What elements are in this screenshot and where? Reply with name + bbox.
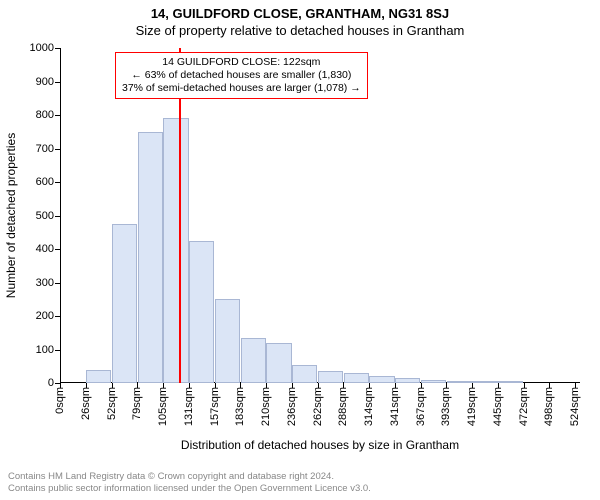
histogram-bar [369, 376, 394, 383]
histogram-bar [138, 132, 163, 383]
x-tick-label: 157sqm [209, 387, 221, 426]
x-tick-label: 236sqm [286, 387, 298, 426]
histogram-bar [395, 378, 420, 383]
x-tick-label: 262sqm [312, 387, 324, 426]
x-tick-label: 52sqm [106, 387, 118, 420]
y-tick [55, 283, 60, 284]
y-tick [55, 115, 60, 116]
x-tick-label: 210sqm [260, 387, 272, 426]
y-tick-label: 500 [36, 210, 54, 222]
histogram-bar [163, 118, 188, 383]
x-tick-label: 393sqm [440, 387, 452, 426]
x-axis-label: Distribution of detached houses by size … [60, 438, 580, 452]
histogram-bar [318, 371, 343, 383]
y-tick [55, 350, 60, 351]
histogram-bar [266, 343, 291, 383]
y-tick [55, 216, 60, 217]
y-tick-label: 400 [36, 243, 54, 255]
annotation-line: 14 GUILDFORD CLOSE: 122sqm [122, 56, 361, 69]
y-tick [55, 48, 60, 49]
footer-licence: Contains HM Land Registry data © Crown c… [8, 471, 371, 495]
y-tick-label: 200 [36, 310, 54, 322]
histogram-bar [421, 380, 446, 383]
histogram-bar [189, 241, 214, 383]
histogram-bar [447, 381, 472, 383]
x-tick-label: 79sqm [131, 387, 143, 420]
x-tick-label: 341sqm [389, 387, 401, 426]
y-tick [55, 249, 60, 250]
histogram-bar [292, 365, 317, 383]
y-tick-label: 300 [36, 277, 54, 289]
x-tick-label: 0sqm [54, 387, 66, 414]
y-tick-label: 600 [36, 176, 54, 188]
annotation-line: 37% of semi-detached houses are larger (… [122, 82, 361, 95]
x-tick-label: 524sqm [569, 387, 581, 426]
subtitle: Size of property relative to detached ho… [0, 21, 600, 38]
annotation-line: ← 63% of detached houses are smaller (1,… [122, 69, 361, 82]
y-tick [55, 182, 60, 183]
y-tick [55, 149, 60, 150]
y-tick [55, 316, 60, 317]
x-tick-label: 445sqm [492, 387, 504, 426]
annotation-box: 14 GUILDFORD CLOSE: 122sqm← 63% of detac… [115, 52, 368, 99]
x-tick-label: 183sqm [234, 387, 246, 426]
x-tick-label: 419sqm [466, 387, 478, 426]
address-title: 14, GUILDFORD CLOSE, GRANTHAM, NG31 8SJ [0, 0, 600, 21]
x-tick-label: 288sqm [337, 387, 349, 426]
y-tick [55, 82, 60, 83]
y-tick-label: 900 [36, 76, 54, 88]
y-tick-label: 100 [36, 344, 54, 356]
figure-container: 14, GUILDFORD CLOSE, GRANTHAM, NG31 8SJ … [0, 0, 600, 500]
y-tick-label: 700 [36, 143, 54, 155]
histogram-bar [344, 373, 369, 383]
x-tick-label: 367sqm [415, 387, 427, 426]
footer-line-2: Contains public sector information licen… [8, 483, 371, 495]
x-tick-label: 26sqm [80, 387, 92, 420]
y-tick-label: 800 [36, 109, 54, 121]
histogram-bar [215, 299, 240, 383]
y-axis-label: Number of detached properties [4, 48, 18, 383]
histogram-bar [498, 381, 523, 383]
x-tick-label: 498sqm [543, 387, 555, 426]
x-tick-label: 314sqm [363, 387, 375, 426]
x-tick-label: 131sqm [183, 387, 195, 426]
y-axis-line [60, 48, 61, 383]
x-tick-label: 105sqm [157, 387, 169, 426]
footer-line-1: Contains HM Land Registry data © Crown c… [8, 471, 371, 483]
histogram-bar [86, 370, 111, 383]
histogram-bar [472, 381, 497, 383]
x-tick-label: 472sqm [518, 387, 530, 426]
y-tick-label: 1000 [30, 42, 54, 54]
plot-area: 010020030040050060070080090010000sqm26sq… [60, 48, 580, 383]
histogram-bar [112, 224, 137, 383]
histogram-bar [241, 338, 266, 383]
